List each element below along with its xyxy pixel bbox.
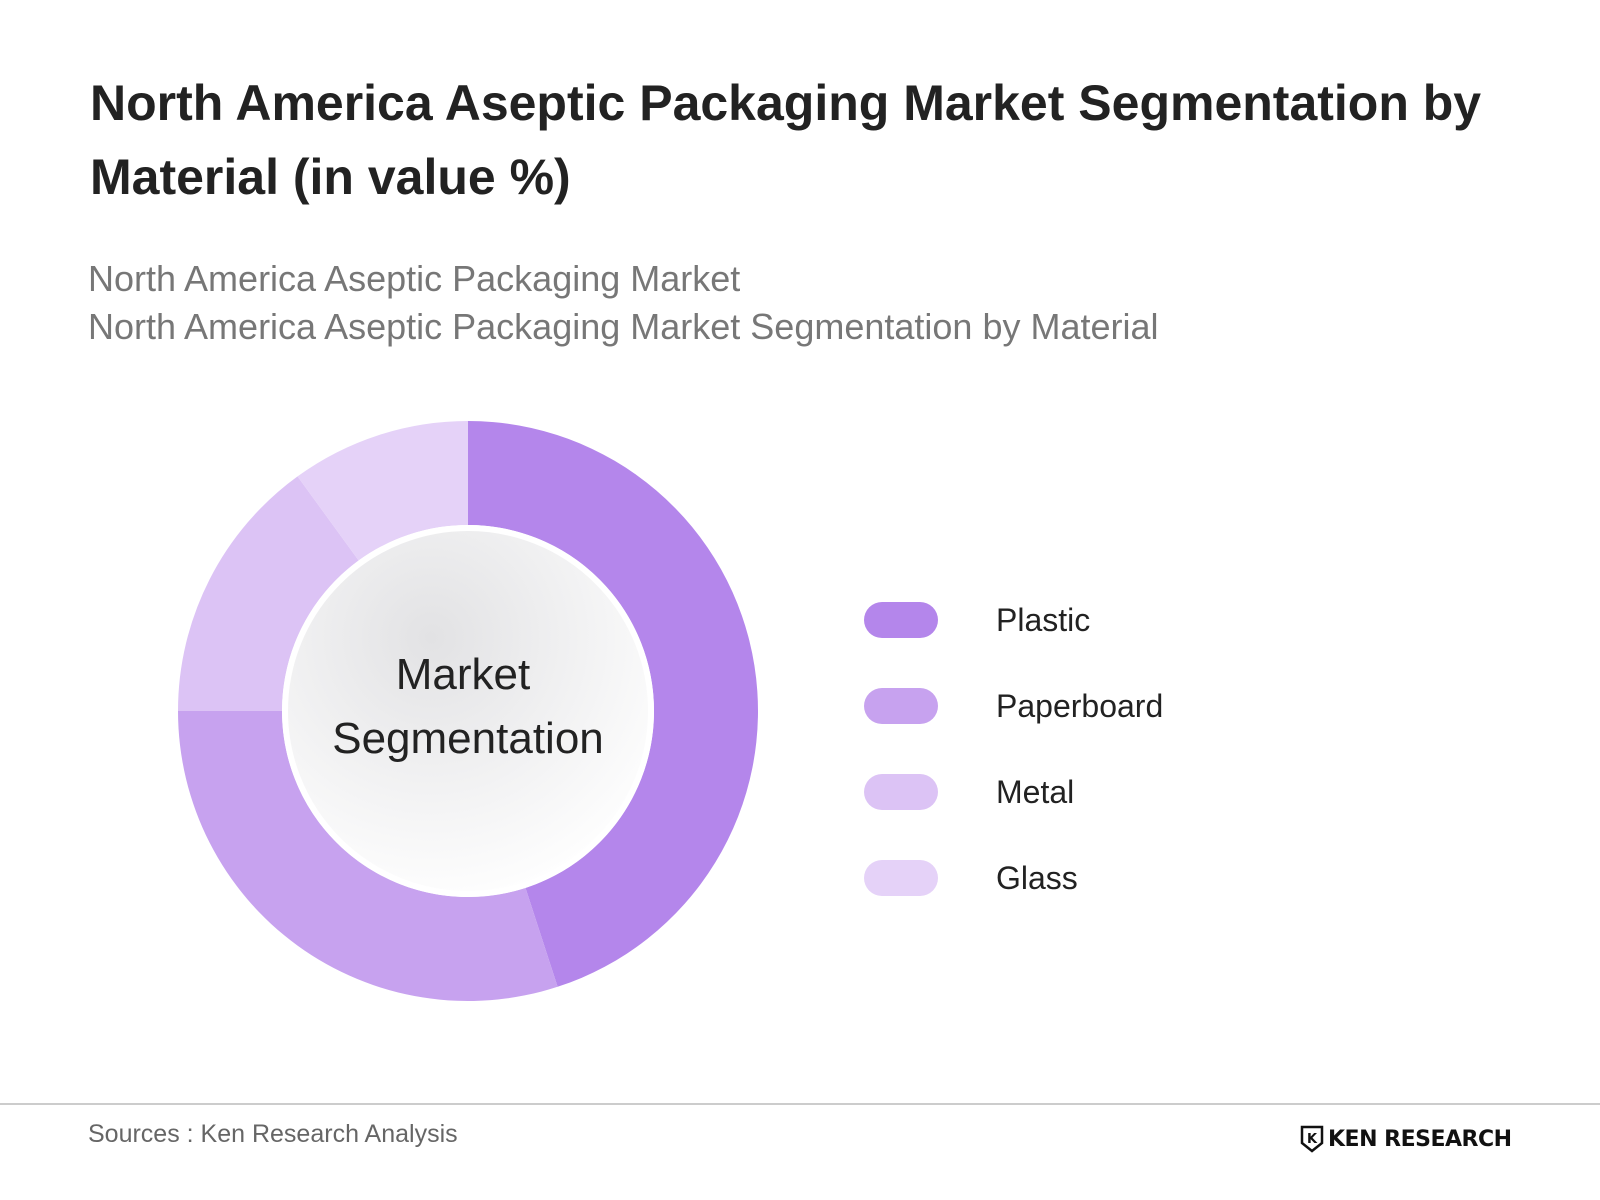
legend-item-plastic[interactable]: Plastic	[864, 600, 1364, 686]
subtitle-line-1: North America Aseptic Packaging Market	[88, 258, 741, 299]
legend-swatch-plastic	[864, 602, 938, 638]
legend-label-paperboard: Paperboard	[996, 688, 1164, 724]
footer-divider	[0, 1103, 1600, 1105]
legend-swatch-glass	[864, 860, 938, 896]
ken-research-logo-icon: K	[1300, 1125, 1324, 1153]
legend-item-metal[interactable]: Metal	[864, 772, 1364, 858]
legend-label-metal: Metal	[996, 774, 1075, 810]
donut-slices	[178, 421, 758, 1001]
donut-slice-glass[interactable]	[297, 421, 468, 561]
center-label-line-2: Segmentation	[332, 714, 604, 763]
donut-slice-paperboard[interactable]	[178, 711, 558, 1001]
legend-item-glass[interactable]: Glass	[864, 858, 1364, 944]
chart-subtitle: North America Aseptic Packaging Market N…	[88, 255, 1488, 351]
chart-title: North America Aseptic Packaging Market S…	[90, 75, 1482, 205]
donut-center	[282, 525, 654, 897]
donut-chart: Market Segmentation	[178, 421, 758, 1001]
source-note: Sources : Ken Research Analysis	[88, 1120, 458, 1148]
center-label-line-1: Market	[396, 650, 530, 699]
donut-slice-plastic[interactable]	[468, 421, 758, 987]
legend-label-plastic: Plastic	[996, 602, 1091, 638]
brand-name: KEN RESEARCH	[1328, 1126, 1512, 1152]
brand-logo: K KEN RESEARCH	[1300, 1124, 1512, 1154]
brand-logo-letter: K	[1307, 1132, 1318, 1147]
subtitle-line-2: North America Aseptic Packaging Market S…	[88, 306, 1159, 347]
legend-swatch-paperboard	[864, 688, 938, 724]
legend-swatch-metal	[864, 774, 938, 810]
donut-slice-metal[interactable]	[178, 476, 359, 711]
legend-label-glass: Glass	[996, 860, 1078, 896]
legend: Plastic Paperboard Metal Glass	[864, 600, 1364, 944]
legend-item-paperboard[interactable]: Paperboard	[864, 686, 1364, 772]
